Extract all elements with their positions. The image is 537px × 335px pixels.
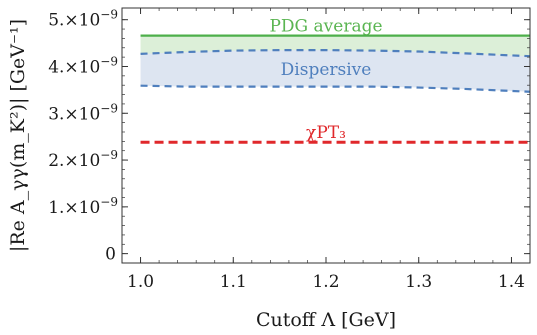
bands-layer — [140, 34, 531, 93]
y-tick-label: 4.×10−9 — [48, 54, 118, 77]
x-tick-label: 1.2 — [312, 272, 339, 292]
y-axis-label: |Re A_γγ(m_K²)| [GeV⁻¹] — [7, 19, 29, 252]
y-tick-label: 3.×10−9 — [48, 101, 118, 124]
x-tick-label: 1.3 — [405, 272, 432, 292]
chipt3-label: χPT₃ — [306, 123, 346, 143]
dispersive-label: Dispersive — [281, 60, 372, 80]
y-tick-label: 5.×10−9 — [48, 8, 118, 31]
ticks-layer: 1.0 1.1 1.2 1.3 1.4 0 1.×10−9 2.×10−9 3.×10−9 4.×… — [48, 8, 530, 292]
annotations-layer: PDG average Dispersive χPT₃ — [269, 16, 382, 143]
y-tick-label: 0 — [105, 245, 116, 265]
dispersive-upper-line — [140, 49, 531, 58]
y-tick-label: 1.×10−9 — [48, 195, 118, 218]
y-tick-label: 2.×10−9 — [48, 148, 118, 171]
x-tick-label: 1.0 — [127, 272, 154, 292]
x-axis-label: Cutoff Λ [GeV] — [256, 309, 396, 331]
x-tick-label: 1.4 — [498, 272, 525, 292]
dispersive-lower-line — [140, 84, 531, 93]
dispersive-band-fill — [140, 50, 530, 92]
x-tick-label: 1.1 — [220, 272, 247, 292]
pdg-average-label: PDG average — [269, 16, 382, 36]
